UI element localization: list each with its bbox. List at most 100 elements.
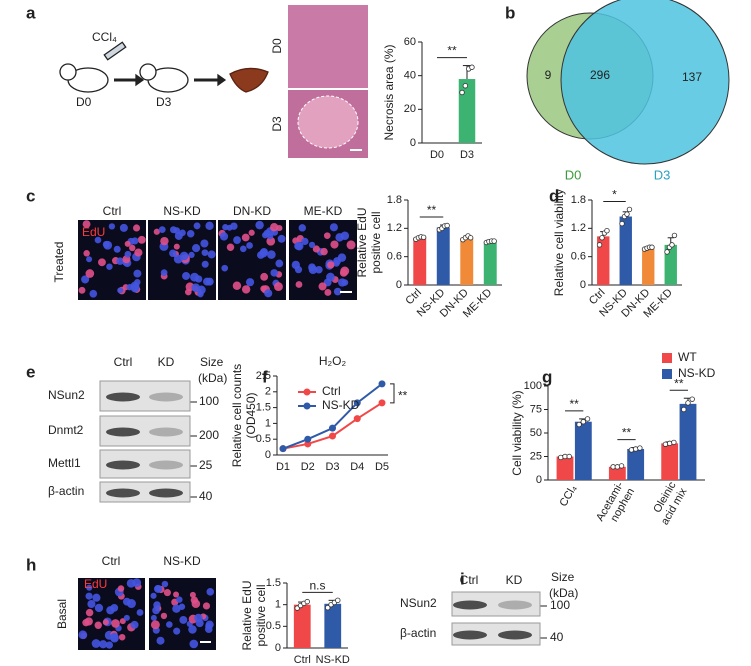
nucleus — [169, 226, 177, 234]
blot-row-label: NSun2 — [400, 596, 437, 610]
nucleus — [124, 250, 132, 258]
nucleus — [158, 226, 166, 234]
nucleus — [85, 269, 95, 278]
nucleus — [86, 584, 93, 591]
y-axis-label: Relative EdUpositive cell — [240, 580, 268, 650]
size-marker: 100 — [199, 394, 219, 408]
marker — [329, 424, 336, 432]
bar — [608, 466, 626, 480]
y-tick-label: 0.5 — [256, 433, 271, 445]
nucleus — [98, 258, 106, 267]
data-point — [599, 235, 605, 241]
nucleus — [94, 603, 104, 613]
nucleus — [277, 234, 286, 243]
data-point — [681, 406, 687, 413]
nucleus — [226, 243, 235, 251]
nucleus — [179, 229, 186, 237]
nucleus — [172, 604, 181, 613]
y-axis-label: Relative cell counts(OD450) — [230, 364, 258, 467]
row-label: Basal — [55, 599, 69, 629]
significance-bracket — [390, 383, 395, 404]
nucleus — [133, 269, 142, 278]
nucleus — [327, 261, 335, 269]
y-tick-label: 0 — [410, 137, 416, 149]
nucleus — [85, 592, 93, 600]
nucleus — [186, 230, 195, 238]
panel-label: a — [26, 3, 36, 22]
nucleus — [106, 606, 115, 615]
nucleus — [108, 223, 116, 230]
size-unit: (kDa) — [549, 586, 578, 600]
nucleus — [315, 265, 323, 274]
nucleus — [173, 243, 180, 250]
nucleus — [298, 224, 307, 232]
venn-set — [560, 0, 730, 165]
y-tick-label: 20 — [404, 103, 416, 115]
column-label: DN-KD — [233, 204, 271, 218]
nucleus — [153, 228, 160, 235]
blot-row-label: β-actin — [400, 626, 436, 640]
nucleus — [206, 588, 215, 596]
y-tick-label: 1.5 — [266, 577, 281, 589]
nucleus — [117, 287, 124, 294]
size-header: Size — [200, 355, 224, 369]
nucleus — [86, 256, 93, 263]
nucleus — [173, 591, 180, 598]
nucleus — [160, 612, 168, 620]
bar — [642, 248, 655, 285]
nucleus — [255, 220, 264, 230]
nucleus — [119, 618, 126, 625]
liver — [229, 67, 269, 93]
data-point — [671, 232, 678, 239]
data-point — [596, 242, 603, 248]
bar — [413, 237, 427, 285]
venn-set-label: D0 — [565, 167, 582, 182]
nucleus — [106, 263, 113, 270]
nucleus — [294, 242, 303, 250]
data-point — [444, 222, 450, 229]
nucleus — [92, 593, 101, 602]
data-point — [580, 419, 587, 425]
arrow — [217, 73, 227, 87]
nucleus — [109, 632, 119, 642]
size-marker: 40 — [550, 630, 564, 644]
data-point — [689, 396, 695, 402]
nucleus — [333, 257, 342, 265]
y-tick-label: 0.6 — [387, 251, 402, 263]
nucleus — [83, 250, 90, 257]
data-point — [604, 227, 610, 234]
significance-label: * — [612, 188, 617, 202]
significance-label: ** — [427, 203, 437, 217]
arrow — [135, 73, 145, 87]
legend-marker — [303, 388, 311, 396]
nucleus — [326, 272, 335, 282]
nucleus — [267, 250, 276, 259]
nucleus — [156, 636, 165, 645]
nucleus — [295, 281, 303, 288]
nucleus — [136, 609, 144, 616]
nucleus — [329, 223, 338, 232]
nucleus — [179, 251, 189, 261]
nucleus — [126, 599, 136, 609]
legend-swatch — [662, 353, 672, 363]
column-label: KD — [506, 573, 523, 587]
nucleus — [308, 241, 316, 248]
data-point — [462, 83, 469, 89]
legend-swatch — [662, 369, 672, 379]
nucleus — [134, 248, 143, 257]
nucleus — [87, 599, 96, 609]
x-tick-label: Oleinicacid mix — [648, 479, 690, 527]
column-label: KD — [158, 355, 175, 369]
blot-row-label: β-actin — [48, 484, 84, 498]
nucleus — [324, 289, 332, 296]
nucleus — [270, 223, 279, 232]
data-point — [469, 64, 475, 70]
he-images — [288, 5, 368, 158]
x-tick-label: D2 — [301, 461, 315, 473]
nucleus — [153, 601, 161, 609]
y-tick-label: 0 — [396, 279, 402, 291]
nucleus — [241, 233, 250, 242]
nucleus — [270, 269, 278, 277]
size-marker: 100 — [550, 598, 570, 612]
nucleus — [91, 639, 101, 648]
